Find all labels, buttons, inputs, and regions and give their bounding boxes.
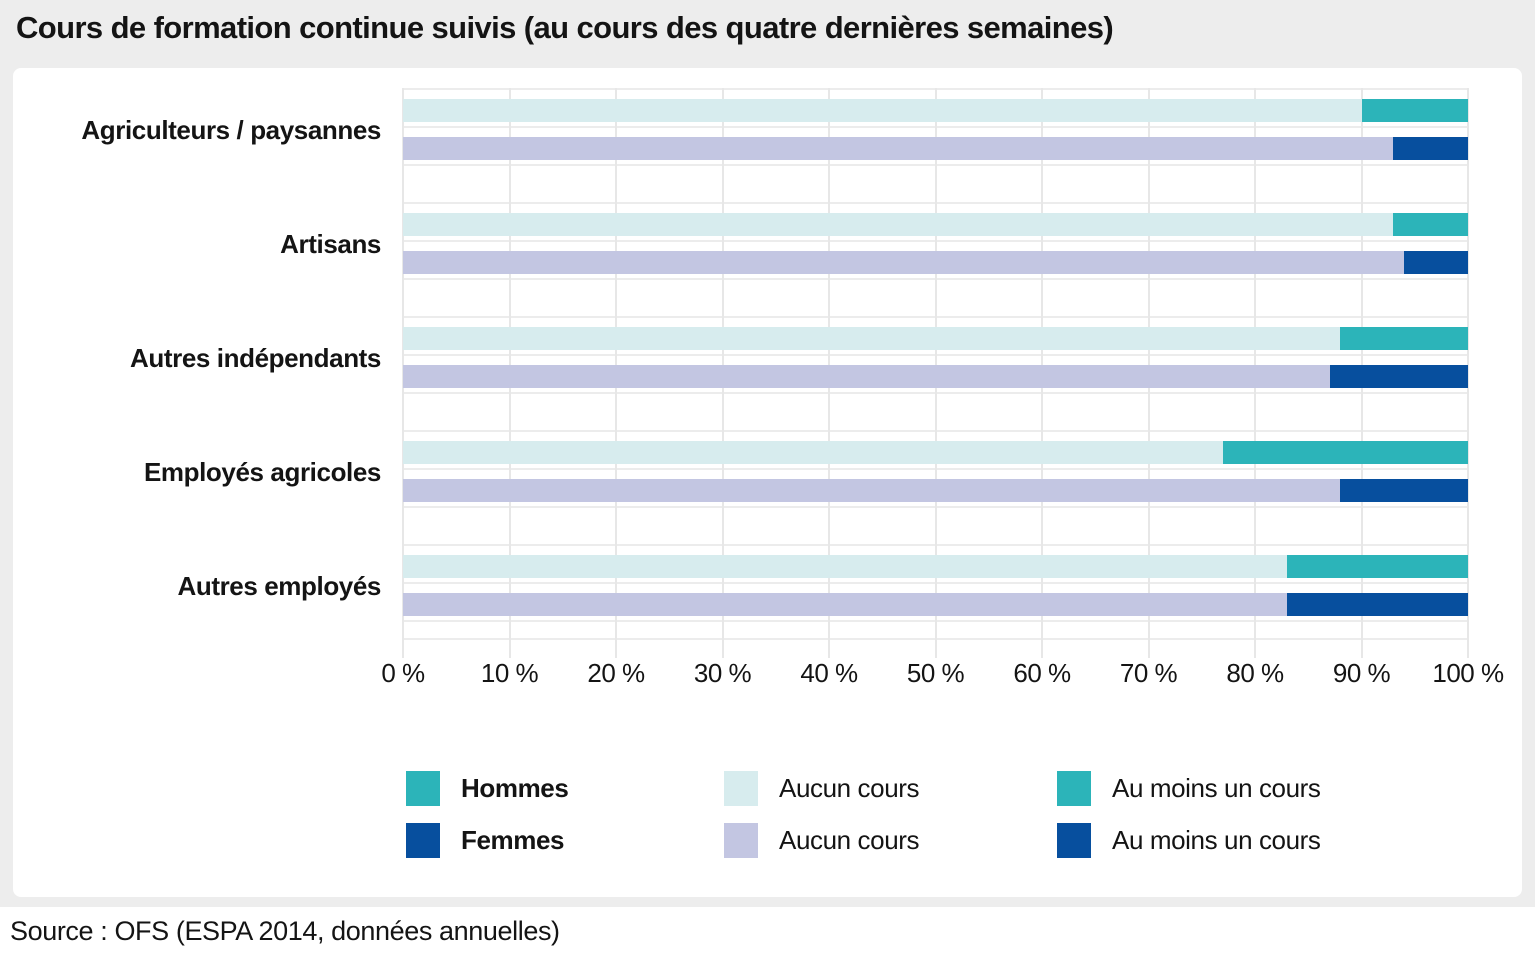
vertical-gridline — [1467, 88, 1469, 658]
bar-femmes — [403, 479, 1468, 502]
category-label: Autres indépendants — [130, 343, 381, 373]
legend-item: Aucun cours — [724, 823, 920, 858]
x-tick-label: 100 % — [1432, 658, 1504, 688]
segment-aucun-cours — [403, 251, 1405, 274]
segment-aucun-cours — [403, 479, 1341, 502]
segment-aucun-cours — [403, 213, 1394, 236]
x-tick-label: 80 % — [1226, 658, 1284, 688]
segment-au-moins-un-cours — [1223, 441, 1468, 464]
legend-swatch — [1057, 823, 1091, 858]
legend-column: Hommes Femmes — [406, 771, 569, 858]
segment-aucun-cours — [403, 593, 1287, 616]
bars — [403, 88, 1468, 640]
source-line: Source : OFS (ESPA 2014, données annuell… — [10, 916, 560, 946]
bar-hommes — [403, 555, 1468, 578]
segment-au-moins-un-cours — [1393, 213, 1468, 236]
bar-femmes — [403, 137, 1468, 160]
legend-swatch — [724, 823, 758, 858]
legend-swatch — [1057, 771, 1091, 806]
x-tick-label: 40 % — [800, 658, 858, 688]
legend-item: Aucun cours — [724, 771, 920, 806]
legend-item: Femmes — [406, 823, 568, 858]
bar-femmes — [403, 365, 1468, 388]
bar-femmes — [403, 251, 1468, 274]
segment-au-moins-un-cours — [1340, 327, 1468, 350]
x-tick-label: 50 % — [906, 658, 965, 688]
x-tick-label: 90 % — [1332, 658, 1391, 688]
segment-aucun-cours — [403, 555, 1287, 578]
segment-aucun-cours — [403, 327, 1341, 350]
legend: Hommes Femmes Aucun cours Aucun cours Au moi… — [13, 771, 1522, 871]
bar-hommes — [403, 213, 1468, 236]
segment-au-moins-un-cours — [1286, 555, 1468, 578]
x-tick-label: 10 % — [480, 658, 539, 688]
bar-hommes — [403, 441, 1468, 464]
segment-aucun-cours — [403, 99, 1362, 122]
category-labels: Agriculteurs / paysannes Artisans Autres i… — [13, 88, 381, 640]
legend-swatch — [406, 823, 440, 858]
category-label: Agriculteurs / paysannes — [81, 115, 381, 145]
x-tick-label: 20 % — [587, 658, 645, 688]
segment-aucun-cours — [403, 137, 1394, 160]
category-label: Employés agricoles — [143, 457, 381, 487]
segment-aucun-cours — [403, 441, 1224, 464]
legend-label: Au moins un cours — [1112, 825, 1321, 855]
segment-au-moins-un-cours — [1393, 137, 1468, 160]
segment-au-moins-un-cours — [1340, 479, 1468, 502]
chart-title: Cours de formation continue suivis (au c… — [16, 10, 1114, 45]
segment-au-moins-un-cours — [1329, 365, 1468, 388]
legend-swatch — [406, 771, 440, 806]
legend-item: Au moins un cours — [1057, 771, 1321, 806]
legend-swatch — [724, 771, 758, 806]
legend-item: Au moins un cours — [1057, 823, 1321, 858]
segment-au-moins-un-cours — [1404, 251, 1468, 274]
legend-label: Femmes — [461, 825, 565, 855]
legend-column: Aucun cours Aucun cours — [724, 771, 920, 858]
legend-label: Aucun cours — [779, 773, 920, 803]
category-label: Artisans — [280, 229, 381, 259]
x-tick-label: 70 % — [1119, 658, 1178, 688]
x-axis: 0 % 10 % 20 % 30 % 40 % 50 % 60 % 70 % 80 % 90 % 1… — [381, 658, 1504, 694]
x-tick-label: 0 % — [381, 658, 425, 688]
bar-hommes — [403, 327, 1468, 350]
legend-label: Hommes — [461, 773, 569, 803]
x-tick-label: 30 % — [693, 658, 752, 688]
legend-column: Au moins un cours Au moins un cours — [1057, 771, 1321, 858]
bar-hommes — [403, 99, 1468, 122]
bar-femmes — [403, 593, 1468, 616]
segment-au-moins-un-cours — [1286, 593, 1468, 616]
legend-label: Au moins un cours — [1112, 773, 1321, 803]
segment-aucun-cours — [403, 365, 1330, 388]
chart-panel: Agriculteurs / paysannes Artisans Autres i… — [13, 68, 1522, 897]
category-label: Autres employés — [177, 571, 381, 601]
segment-au-moins-un-cours — [1361, 99, 1468, 122]
legend-item: Hommes — [406, 771, 569, 806]
legend-label: Aucun cours — [779, 825, 920, 855]
x-tick-label: 60 % — [1013, 658, 1071, 688]
